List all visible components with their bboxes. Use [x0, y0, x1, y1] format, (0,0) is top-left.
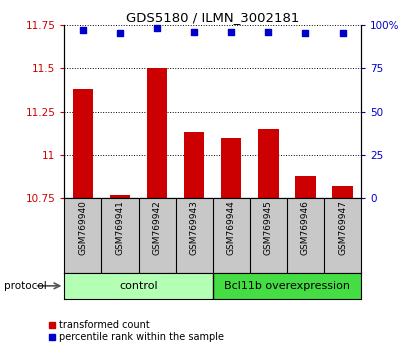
Text: GSM769940: GSM769940 — [78, 200, 88, 255]
Title: GDS5180 / ILMN_3002181: GDS5180 / ILMN_3002181 — [126, 11, 299, 24]
Legend: transformed count, percentile rank within the sample: transformed count, percentile rank withi… — [49, 320, 224, 342]
Bar — [258, 129, 278, 198]
Point — [302, 30, 309, 36]
Text: GSM769944: GSM769944 — [227, 200, 236, 255]
Text: GSM769945: GSM769945 — [264, 200, 273, 255]
Point — [117, 30, 123, 36]
Bar — [64, 273, 213, 299]
Bar — [110, 195, 130, 198]
Point — [154, 25, 160, 31]
Point — [339, 30, 346, 36]
Point — [265, 29, 272, 35]
Bar — [295, 176, 316, 198]
Text: Bcl11b overexpression: Bcl11b overexpression — [224, 281, 350, 291]
Point — [228, 29, 234, 35]
Text: GSM769943: GSM769943 — [190, 200, 199, 255]
Text: control: control — [119, 281, 158, 291]
Point — [191, 29, 198, 35]
Bar — [147, 68, 167, 198]
Text: GSM769946: GSM769946 — [301, 200, 310, 255]
Bar — [213, 273, 361, 299]
Bar — [184, 132, 204, 198]
Text: GSM769947: GSM769947 — [338, 200, 347, 255]
Bar — [73, 89, 93, 198]
Text: protocol: protocol — [4, 281, 47, 291]
Text: GSM769942: GSM769942 — [153, 200, 161, 255]
Bar — [332, 186, 353, 198]
Point — [80, 27, 86, 33]
Bar — [221, 138, 242, 198]
Text: GSM769941: GSM769941 — [115, 200, 124, 255]
